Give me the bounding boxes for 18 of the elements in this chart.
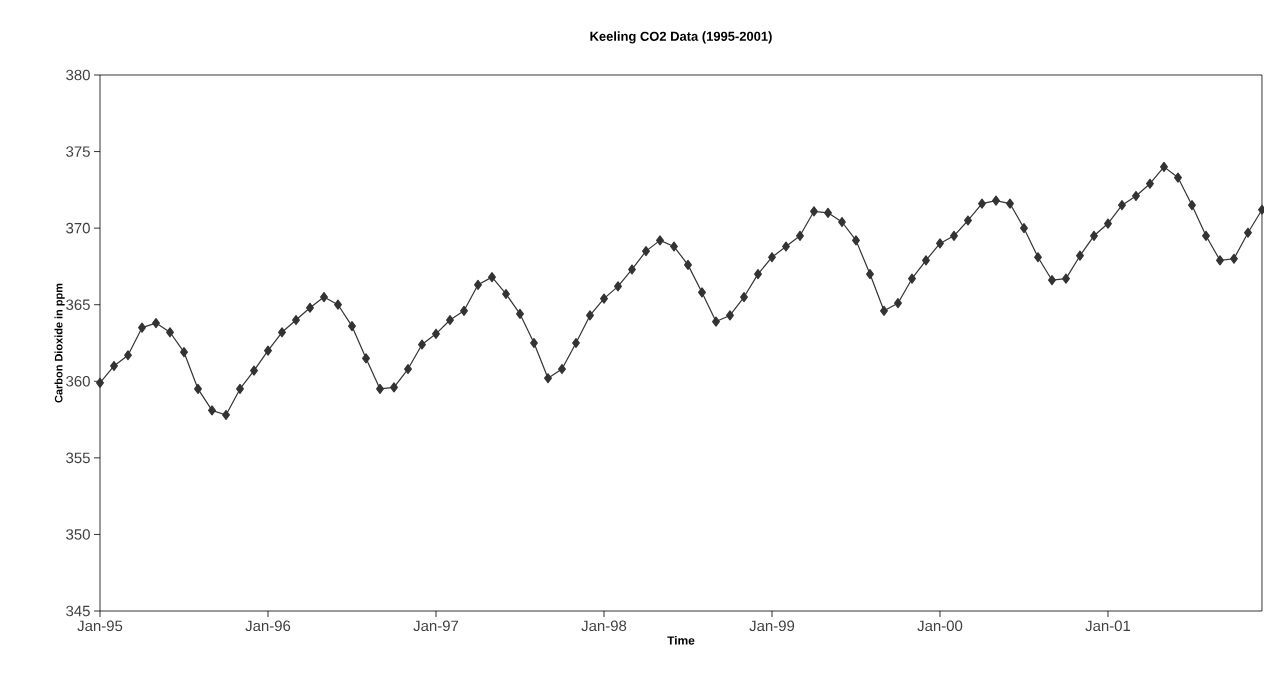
y-axis-title: Carbon Dioxide in ppm	[54, 283, 65, 403]
x-tick-label: Jan-97	[413, 620, 459, 632]
x-tick-label: Jan-95	[77, 620, 123, 632]
y-tick-label: 345	[66, 605, 90, 617]
x-tick-label: Jan-99	[749, 620, 795, 632]
y-tick-label: 365	[66, 299, 90, 310]
y-tick-label: 350	[66, 529, 90, 540]
y-tick-label: 375	[66, 146, 90, 157]
x-axis-title: Time	[667, 635, 695, 645]
x-tick-label: Jan-96	[245, 620, 291, 632]
x-tick-label: Jan-98	[581, 620, 627, 632]
y-tick-label: 370	[66, 222, 90, 234]
x-tick-label: Jan-01	[1085, 620, 1131, 632]
y-tick-label: 355	[66, 452, 90, 464]
chart-title: Keeling CO2 Data (1995-2001)	[590, 31, 772, 44]
x-tick-label: Jan-00	[917, 620, 963, 632]
y-tick-label: 380	[66, 69, 90, 81]
y-tick-label: 360	[66, 375, 90, 387]
